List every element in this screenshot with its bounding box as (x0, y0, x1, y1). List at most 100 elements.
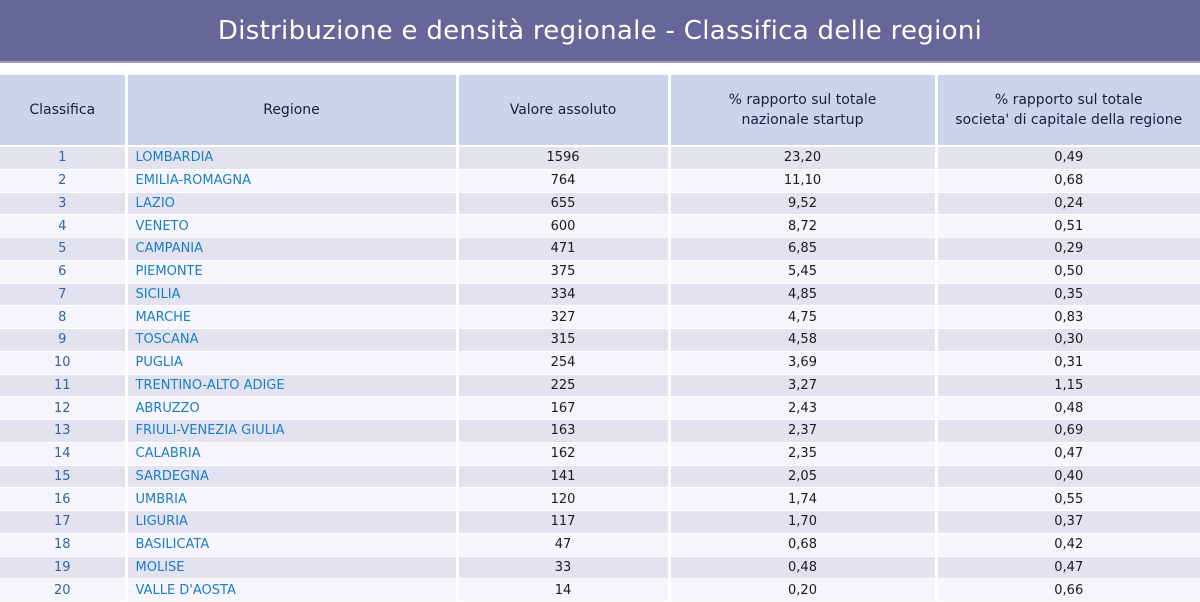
pct-national-cell: 1,70 (669, 510, 938, 534)
pct-national-cell: 3,27 (669, 374, 938, 398)
pct-capital-cell: 0,29 (936, 237, 1200, 261)
pct-capital-cell: 0,49 (936, 146, 1200, 170)
pct-capital-cell: 0,40 (936, 465, 1200, 489)
region-link[interactable]: MARCHE (126, 305, 459, 329)
region-link[interactable]: CALABRIA (126, 442, 459, 466)
region-link[interactable]: MOLISE (126, 556, 459, 580)
value-cell: 117 (457, 510, 671, 534)
value-cell: 141 (457, 465, 671, 489)
table-row: 1 LOMBARDIA 1596 23,20 0,49 (0, 146, 1200, 170)
region-link[interactable]: ABRUZZO (126, 396, 459, 420)
rank-cell: 20 (0, 578, 128, 602)
pct-capital-cell: 0,24 (936, 192, 1200, 216)
value-cell: 1596 (457, 146, 671, 170)
pct-national-cell: 4,75 (669, 305, 938, 329)
pct-national-cell: 3,69 (669, 351, 938, 375)
value-cell: 375 (457, 260, 671, 284)
rank-cell: 9 (0, 328, 128, 352)
rank-cell: 15 (0, 465, 128, 489)
column-header-valore: Valore assoluto (457, 75, 671, 147)
value-cell: 167 (457, 396, 671, 420)
region-link[interactable]: VALLE D'AOSTA (126, 578, 459, 602)
pct-capital-cell: 0,30 (936, 328, 1200, 352)
rank-cell: 7 (0, 283, 128, 307)
region-link[interactable]: UMBRIA (126, 487, 459, 511)
region-link[interactable]: TRENTINO-ALTO ADIGE (126, 374, 459, 398)
table-row: 18 BASILICATA 47 0,68 0,42 (0, 533, 1200, 557)
rank-cell: 17 (0, 510, 128, 534)
rank-cell: 5 (0, 237, 128, 261)
value-cell: 334 (457, 283, 671, 307)
pct-capital-cell: 0,55 (936, 487, 1200, 511)
value-cell: 471 (457, 237, 671, 261)
rank-cell: 2 (0, 169, 128, 193)
pct-national-cell: 0,48 (669, 556, 938, 580)
region-link[interactable]: LIGURIA (126, 510, 459, 534)
pct-capital-cell: 0,51 (936, 214, 1200, 238)
rank-cell: 4 (0, 214, 128, 238)
region-link[interactable]: EMILIA-ROMAGNA (126, 169, 459, 193)
rank-cell: 13 (0, 419, 128, 443)
column-header-pct-nazionale: % rapporto sul totale nazionale startup (669, 75, 938, 147)
region-link[interactable]: PIEMONTE (126, 260, 459, 284)
pct-capital-cell: 0,48 (936, 396, 1200, 420)
table-row: 16 UMBRIA 120 1,74 0,55 (0, 487, 1200, 511)
table-row: 3 LAZIO 655 9,52 0,24 (0, 192, 1200, 216)
pct-national-cell: 11,10 (669, 169, 938, 193)
pct-national-cell: 9,52 (669, 192, 938, 216)
rank-cell: 18 (0, 533, 128, 557)
value-cell: 315 (457, 328, 671, 352)
table-header-row: Classifica Regione Valore assoluto % rap… (0, 75, 1200, 147)
pct-national-cell: 4,58 (669, 328, 938, 352)
rank-cell: 6 (0, 260, 128, 284)
pct-national-cell: 23,20 (669, 146, 938, 170)
region-link[interactable]: SICILIA (126, 283, 459, 307)
table-row: 19 MOLISE 33 0,48 0,47 (0, 556, 1200, 580)
value-cell: 47 (457, 533, 671, 557)
pct-capital-cell: 0,69 (936, 419, 1200, 443)
value-cell: 655 (457, 192, 671, 216)
table-row: 13 FRIULI-VENEZIA GIULIA 163 2,37 0,69 (0, 419, 1200, 443)
value-cell: 764 (457, 169, 671, 193)
table-row: 7 SICILIA 334 4,85 0,35 (0, 283, 1200, 307)
pct-capital-cell: 0,47 (936, 442, 1200, 466)
table-row: 6 PIEMONTE 375 5,45 0,50 (0, 260, 1200, 284)
value-cell: 327 (457, 305, 671, 329)
rank-cell: 14 (0, 442, 128, 466)
region-link[interactable]: TOSCANA (126, 328, 459, 352)
rank-cell: 3 (0, 192, 128, 216)
pct-national-cell: 5,45 (669, 260, 938, 284)
region-link[interactable]: LAZIO (126, 192, 459, 216)
region-link[interactable]: CAMPANIA (126, 237, 459, 261)
pct-capital-cell: 0,42 (936, 533, 1200, 557)
table-row: 2 EMILIA-ROMAGNA 764 11,10 0,68 (0, 169, 1200, 193)
region-link[interactable]: SARDEGNA (126, 465, 459, 489)
rank-cell: 16 (0, 487, 128, 511)
column-header-classifica: Classifica (0, 75, 128, 147)
pct-national-cell: 8,72 (669, 214, 938, 238)
pct-national-cell: 2,43 (669, 396, 938, 420)
region-link[interactable]: FRIULI-VENEZIA GIULIA (126, 419, 459, 443)
regions-ranking-table: Classifica Regione Valore assoluto % rap… (0, 75, 1200, 602)
value-cell: 600 (457, 214, 671, 238)
table-row: 8 MARCHE 327 4,75 0,83 (0, 305, 1200, 329)
column-header-pct-capitale: % rapporto sul totale societa' di capita… (936, 75, 1200, 147)
rank-cell: 1 (0, 146, 128, 170)
table-header: Classifica Regione Valore assoluto % rap… (0, 75, 1200, 147)
rank-cell: 8 (0, 305, 128, 329)
region-link[interactable]: BASILICATA (126, 533, 459, 557)
region-link[interactable]: VENETO (126, 214, 459, 238)
table-row: 4 VENETO 600 8,72 0,51 (0, 214, 1200, 238)
pct-capital-cell: 0,66 (936, 578, 1200, 602)
pct-national-cell: 2,05 (669, 465, 938, 489)
pct-capital-cell: 0,35 (936, 283, 1200, 307)
pct-national-cell: 2,35 (669, 442, 938, 466)
region-link[interactable]: LOMBARDIA (126, 146, 459, 170)
region-link[interactable]: PUGLIA (126, 351, 459, 375)
page-title: Distribuzione e densità regionale - Clas… (217, 15, 983, 46)
value-cell: 254 (457, 351, 671, 375)
table-row: 11 TRENTINO-ALTO ADIGE 225 3,27 1,15 (0, 374, 1200, 398)
pct-national-cell: 6,85 (669, 237, 938, 261)
table-row: 20 VALLE D'AOSTA 14 0,20 0,66 (0, 578, 1200, 602)
column-header-regione: Regione (126, 75, 459, 147)
